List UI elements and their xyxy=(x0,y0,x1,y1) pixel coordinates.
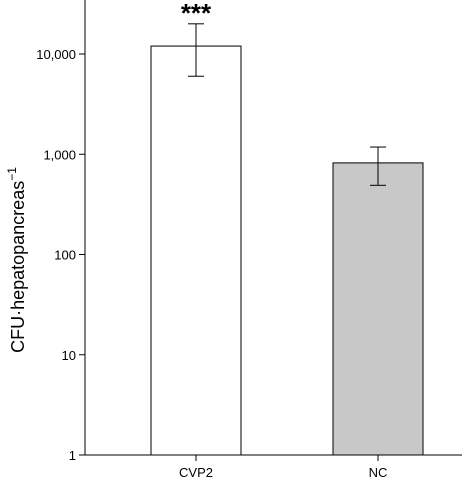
y-tick-label: 10,000 xyxy=(36,47,76,62)
bar-nc xyxy=(332,162,424,456)
x-tick-label-nc: NC xyxy=(369,465,388,480)
significance-marker-cvp2: *** xyxy=(181,0,212,28)
y-tick-label: 100 xyxy=(54,248,76,263)
bar-cvp2 xyxy=(150,45,242,456)
bars: *** xyxy=(150,0,424,456)
y-axis-ticks: 1 10 100 1,000 10,000 xyxy=(36,47,85,463)
x-axis-ticks: CVP2 NC xyxy=(179,455,387,480)
y-axis-label: CFU·hepatopancreas−1 xyxy=(5,167,28,353)
y-axis-label-superscript: −1 xyxy=(5,167,19,181)
y-tick-label: 1 xyxy=(69,448,76,463)
x-tick-label-cvp2: CVP2 xyxy=(179,465,213,480)
y-axis-label-text: CFU·hepatopancreas−1 xyxy=(5,167,28,353)
y-tick-label: 10 xyxy=(62,348,76,363)
y-tick-label: 1,000 xyxy=(43,147,76,162)
axes xyxy=(84,0,462,456)
y-axis-label-main: CFU·hepatopancreas xyxy=(8,181,28,353)
